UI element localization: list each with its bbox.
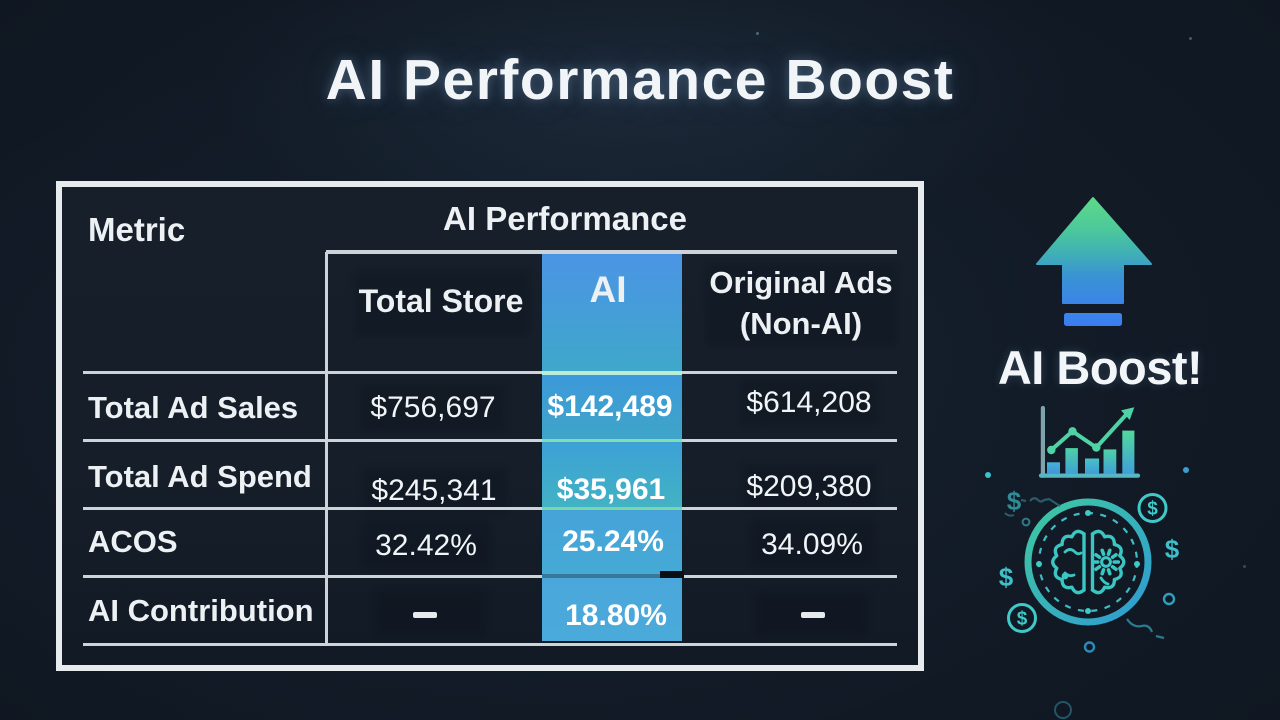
svg-text:$: $	[1147, 499, 1158, 520]
svg-text:$: $	[1165, 534, 1180, 564]
svg-text:$: $	[1007, 486, 1022, 516]
svg-text:$: $	[1017, 609, 1028, 630]
svg-text:$: $	[999, 562, 1014, 592]
